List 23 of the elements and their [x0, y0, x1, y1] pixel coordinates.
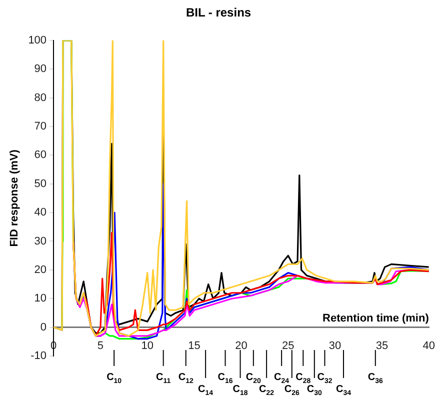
y-axis-title: FID response (mV) [8, 149, 21, 247]
x-tick-label: 40 [422, 340, 436, 352]
x-axis-title: Retention time (min) [322, 312, 430, 324]
y-tick-label: 20 [34, 264, 47, 276]
x-tick-label: 5 [97, 340, 104, 352]
y-tick-label: 40 [34, 206, 47, 219]
x-tick-label: 15 [188, 340, 200, 352]
y-tick-label: -10 [30, 350, 47, 362]
x-tick-label: 20 [235, 340, 248, 352]
y-tick-label: 80 [34, 92, 47, 104]
x-tick-label: 30 [328, 340, 342, 352]
x-tick-label: 10 [141, 340, 154, 352]
y-tick-label: 50 [34, 178, 47, 190]
y-tick-label: 30 [34, 235, 47, 248]
y-tick-label: 10 [34, 292, 47, 305]
y-tick-label: 100 [28, 34, 47, 46]
x-tick-label: 25 [282, 340, 294, 352]
chart-title: BIL - resins [186, 6, 252, 20]
y-tick-label: 70 [34, 120, 47, 133]
y-tick-label: 60 [34, 149, 47, 162]
y-tick-label: 90 [34, 63, 47, 76]
x-tick-label: 35 [376, 340, 388, 352]
y-tick-label: 0 [40, 321, 47, 334]
